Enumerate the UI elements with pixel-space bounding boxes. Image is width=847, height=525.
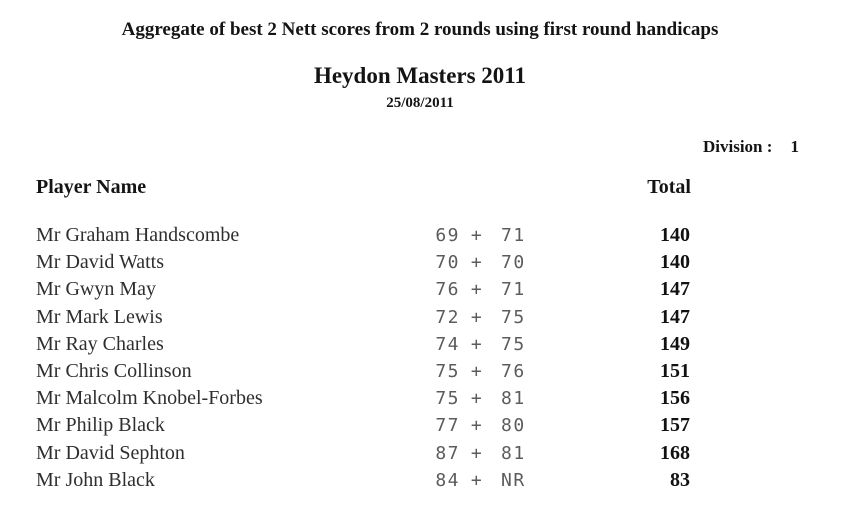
- round2-score: 71: [501, 225, 526, 246]
- round2-score: 75: [501, 333, 526, 355]
- plus-sign: +: [470, 333, 484, 355]
- plus-sign: +: [470, 388, 484, 410]
- round1-score: 72: [435, 306, 460, 328]
- player-name: Mr Philip Black: [36, 414, 165, 437]
- table-row: Mr Chris Collinson 75 + 76 151: [0, 358, 847, 385]
- round1-score: 70: [435, 252, 460, 274]
- table-row: Mr Philip Black 77 + 80 157: [0, 412, 847, 439]
- round1-score: 74: [435, 333, 460, 355]
- round2-score: 71: [501, 279, 526, 301]
- table-row: Mr John Black 84 + NR 83: [0, 467, 847, 494]
- division-row: Division : 1: [703, 137, 799, 157]
- player-name-column-header: Player Name: [36, 176, 147, 198]
- plus-sign: +: [470, 360, 484, 382]
- total-score: 149: [660, 332, 690, 355]
- table-row: Mr Graham Handscombe 69 + 71 140: [0, 222, 847, 249]
- plus-sign: +: [470, 442, 484, 464]
- plus-sign: +: [470, 306, 484, 328]
- round2-score: 75: [501, 306, 526, 328]
- total-score: 151: [660, 359, 690, 382]
- plus-sign: +: [470, 469, 484, 491]
- round1-score: 75: [435, 388, 460, 410]
- plus-sign: +: [470, 225, 484, 246]
- total-score: 140: [660, 251, 690, 274]
- total-score: 140: [660, 224, 690, 246]
- total-score: 147: [660, 278, 690, 301]
- round2-score: 80: [501, 415, 526, 437]
- table-row: Mr Ray Charles 74 + 75 149: [0, 331, 847, 358]
- total-score: 147: [660, 305, 690, 328]
- round1-score: 75: [435, 360, 460, 382]
- table-row: Mr Gwyn May 76 + 71 147: [0, 276, 847, 303]
- round2-score: 81: [501, 388, 526, 410]
- player-name: Mr John Black: [36, 468, 155, 491]
- table-row: Mr David Watts 70 + 70 140: [0, 249, 847, 276]
- round2-score: 70: [501, 252, 526, 274]
- round1-score: 76: [435, 279, 460, 301]
- table-row: Mr Mark Lewis 72 + 75 147: [0, 304, 847, 331]
- total-score: 168: [660, 441, 690, 464]
- round2-score: NR: [501, 469, 526, 491]
- player-name: Mr Gwyn May: [36, 278, 156, 301]
- round2-score: 81: [501, 442, 526, 464]
- division-value: 1: [790, 137, 799, 156]
- player-name: Mr David Watts: [36, 251, 165, 274]
- round1-score: 69: [435, 225, 460, 246]
- total-column-header: Total: [647, 176, 691, 198]
- event-date: 25/08/2011: [386, 95, 454, 111]
- table-header: Player Name Total: [0, 174, 847, 201]
- plus-sign: +: [470, 415, 484, 437]
- player-name: Mr Mark Lewis: [36, 305, 163, 328]
- round2-score: 76: [501, 360, 526, 382]
- player-name: Mr Malcolm Knobel-Forbes: [36, 387, 263, 410]
- total-score: 157: [660, 414, 690, 437]
- player-name: Mr Ray Charles: [36, 332, 164, 355]
- round1-score: 84: [435, 469, 460, 491]
- table-row: Mr Malcolm Knobel-Forbes 75 + 81 156: [0, 385, 847, 412]
- total-score: 156: [660, 387, 690, 410]
- total-score: 83: [670, 468, 690, 491]
- results-table-body: Mr Graham Handscombe 69 + 71 140 Mr Davi…: [0, 222, 847, 494]
- event-title: Heydon Masters 2011: [313, 63, 527, 88]
- plus-sign: +: [470, 252, 484, 274]
- plus-sign: +: [470, 279, 484, 301]
- player-name: Mr Chris Collinson: [36, 359, 192, 382]
- table-row: Mr David Sephton 87 + 81 168: [0, 440, 847, 467]
- competition-title: Aggregate of best 2 Nett scores from 2 r…: [121, 19, 719, 40]
- round1-score: 87: [435, 442, 460, 464]
- division-label: Division :: [703, 137, 773, 156]
- player-name: Mr David Sephton: [36, 441, 185, 464]
- round1-score: 77: [435, 415, 460, 437]
- player-name: Mr Graham Handscombe: [36, 224, 240, 246]
